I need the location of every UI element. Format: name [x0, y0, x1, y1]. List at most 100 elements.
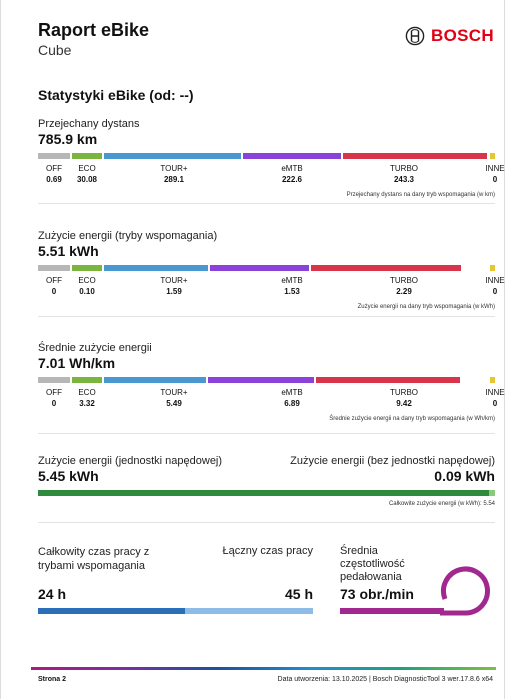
mode-segment-eco	[72, 377, 102, 383]
divider	[38, 433, 495, 434]
mode-name: INNE	[485, 388, 505, 397]
mode-name: INNE	[485, 276, 505, 285]
mode-segment-off	[38, 377, 70, 383]
mode-segment-emtb	[243, 153, 341, 159]
time-block: Całkowity czas pracy z trybami wspomagan…	[38, 545, 313, 614]
mode-segment-turbo	[311, 265, 461, 271]
mode-name: TOUR+	[160, 276, 188, 285]
mode-value: 0.69	[46, 175, 62, 184]
total-time-value: 45 h	[284, 586, 313, 602]
mode-value: 6.89	[284, 399, 300, 408]
cadence-gauge	[440, 566, 490, 616]
divider	[38, 203, 495, 204]
energy-modes-note: Zużycie energii na dany tryb wspomagania…	[357, 304, 495, 310]
energy-modes-legend: OFF 0 ECO 0.10 TOUR+ 1.59 eMTB 1.53 TURBO 2.29 INN…	[38, 275, 505, 303]
avg-energy-label: Średnie zużycie energii	[38, 342, 152, 354]
mode-name: OFF	[46, 276, 62, 285]
mode-name: ECO	[78, 276, 96, 285]
report-title: Raport eBike	[38, 20, 150, 40]
mode-segment-inne	[490, 265, 495, 271]
bosch-armature-icon	[405, 26, 425, 46]
mode-name: ECO	[78, 164, 96, 173]
bosch-logo: BOSCH	[405, 26, 494, 46]
drive-unit-with-label: Zużycie energii (jednostki napędowej)	[38, 455, 223, 467]
mode-value: 9.42	[396, 399, 412, 408]
drive-unit-without-segment	[489, 490, 495, 496]
energy-modes-label: Zużycie energii (tryby wspomagania)	[38, 230, 218, 242]
bike-name: Cube	[38, 42, 72, 58]
cadence-block: Średnia częstotliwość pedałowania 73 obr…	[340, 545, 495, 620]
mode-name: OFF	[46, 164, 62, 173]
assist-time-value: 24 h	[38, 586, 67, 602]
mode-segment-tour-plus	[104, 153, 241, 159]
distance-legend: OFF 0.69 ECO 30.08 TOUR+ 289.1 eMTB 222.6 TURBO 2…	[38, 163, 505, 191]
mode-segment-off	[38, 153, 70, 159]
remaining-time-segment	[185, 608, 313, 614]
mode-value: 1.53	[284, 287, 300, 296]
distance-label: Przejechany dystans	[38, 118, 140, 130]
mode-name: INNE	[485, 164, 505, 173]
distance-block: Przejechany dystans 785.9 km OFF 0.69 ECO 3…	[38, 118, 505, 198]
mode-value: 2.29	[396, 287, 412, 296]
avg-energy-legend: OFF 0 ECO 3.32 TOUR+ 5.49 eMTB 6.89 TURBO 9.42 INN…	[38, 387, 505, 415]
distance-note: Przejechany dystans na dany tryb wspomag…	[346, 192, 495, 198]
mode-value: 0	[51, 399, 57, 408]
mode-value: 0	[492, 175, 498, 184]
mode-name: TOUR+	[160, 388, 188, 397]
mode-name: OFF	[46, 388, 62, 397]
energy-mode-bar	[38, 265, 495, 271]
mode-value: 289.1	[163, 175, 185, 184]
footer-color-band	[31, 667, 496, 670]
mode-name: TOUR+	[160, 164, 188, 173]
drive-unit-note: Całkowite zużycie energii (w kWh): 5.54	[388, 501, 495, 507]
mode-name: eMTB	[281, 276, 303, 285]
mode-value: 0	[492, 399, 498, 408]
mode-name: TURBO	[390, 164, 418, 173]
energy-modes-block: Zużycie energii (tryby wspomagania) 5.51…	[38, 230, 505, 310]
mode-name: ECO	[78, 388, 96, 397]
mode-value: 0	[51, 287, 57, 296]
cadence-label: Średnia częstotliwość pedałowania	[340, 545, 405, 583]
total-time-label: Łączny czas pracy	[222, 545, 313, 557]
energy-modes-total: 5.51 kWh	[38, 243, 99, 259]
cadence-value: 73 obr./min	[340, 586, 414, 602]
assist-time-segment	[38, 608, 185, 614]
avg-energy-note: Średnie zużycie energii na dany tryb wsp…	[329, 416, 495, 422]
page-number: Strona 2	[38, 676, 67, 683]
divider	[38, 316, 495, 317]
mode-segment-inne	[490, 377, 495, 383]
cadence-underline	[340, 608, 444, 614]
mode-value: 243.3	[393, 175, 415, 184]
mode-segment-emtb	[210, 265, 309, 271]
brand-name: BOSCH	[431, 26, 494, 45]
mode-segment-eco	[72, 265, 102, 271]
section-title: Statystyki eBike (od: --)	[38, 87, 194, 103]
mode-name: eMTB	[281, 164, 303, 173]
mode-name: TURBO	[390, 388, 418, 397]
mode-value: 5.49	[166, 399, 182, 408]
mode-segment-inne	[490, 153, 495, 159]
divider	[38, 522, 495, 523]
drive-unit-bar	[38, 490, 495, 496]
mode-value: 30.08	[76, 175, 98, 184]
mode-value: 222.6	[281, 175, 303, 184]
mode-segment-tour-plus	[104, 377, 206, 383]
distance-total: 785.9 km	[38, 131, 98, 147]
time-bar	[38, 608, 313, 614]
drive-unit-without-value: 0.09 kWh	[434, 468, 495, 484]
mode-segment-turbo	[316, 377, 460, 383]
drive-unit-with-value: 5.45 kWh	[38, 468, 99, 484]
distance-mode-bar	[38, 153, 495, 159]
avg-energy-mode-bar	[38, 377, 495, 383]
assist-time-label: Całkowity czas pracy z trybami wspomagan…	[38, 546, 150, 572]
avg-energy-total: 7.01 Wh/km	[38, 355, 116, 371]
mode-value: 3.32	[79, 399, 95, 408]
mode-value: 1.59	[166, 287, 182, 296]
drive-unit-without-label: Zużycie energii (bez jednostki napędowej…	[290, 455, 495, 467]
mode-name: eMTB	[281, 388, 303, 397]
mode-segment-off	[38, 265, 70, 271]
mode-value: 0	[492, 287, 498, 296]
mode-segment-eco	[72, 153, 102, 159]
mode-value: 0.10	[79, 287, 95, 296]
